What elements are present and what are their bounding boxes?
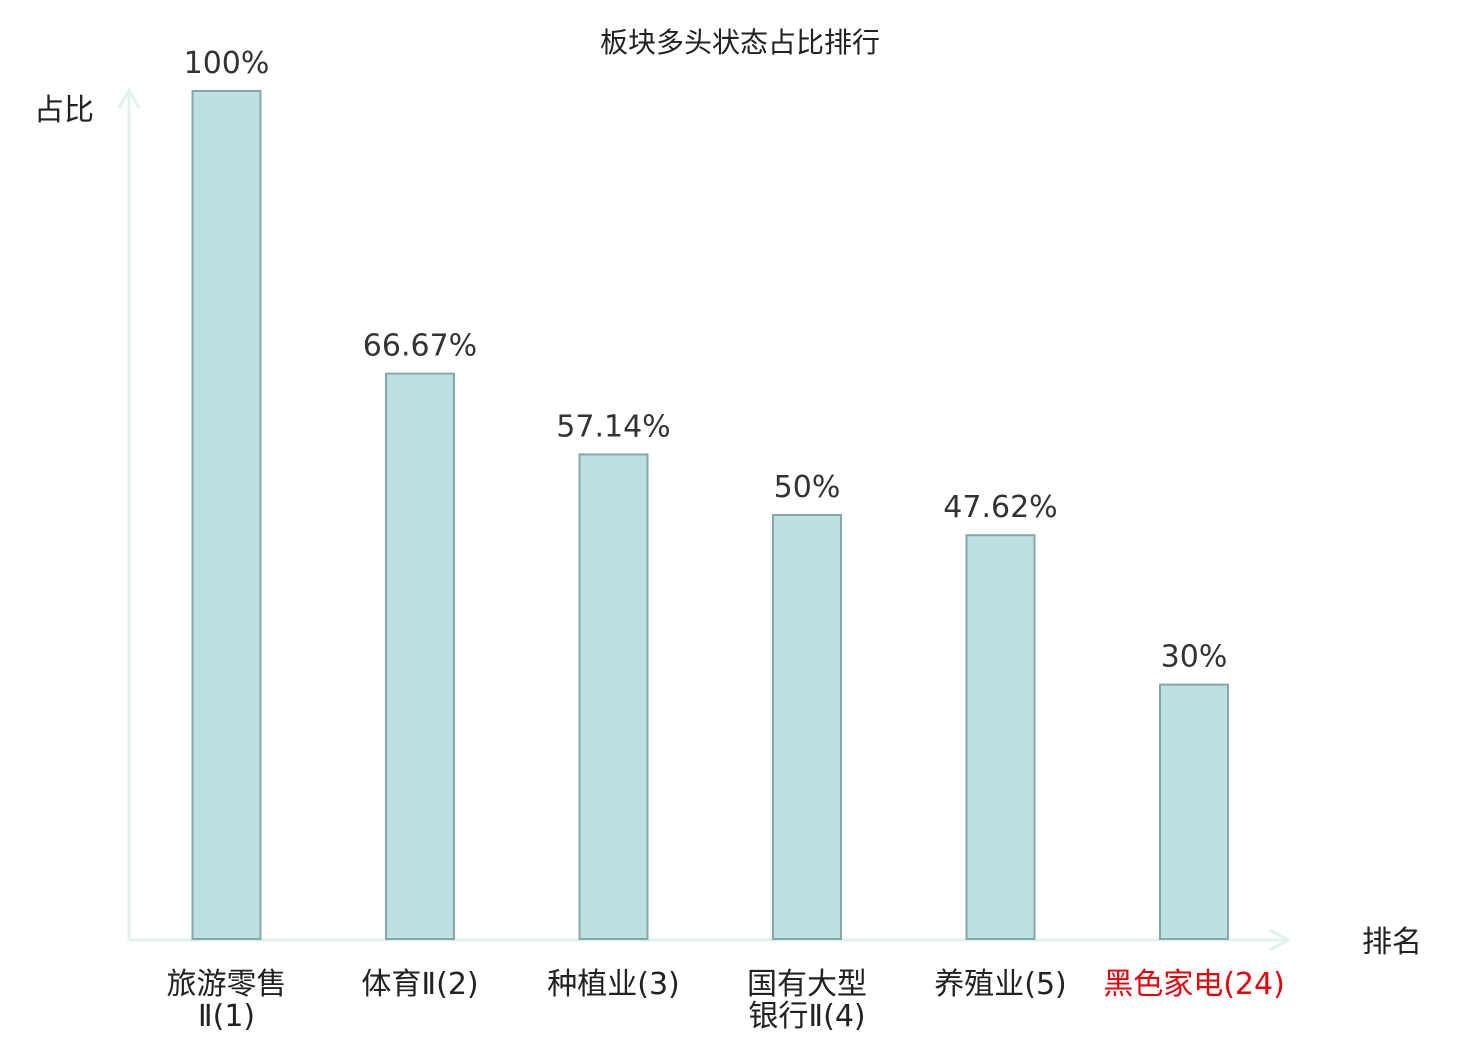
y-axis-label: 占比 xyxy=(34,93,94,128)
x-axis-arrow xyxy=(1269,928,1292,952)
bar-value-label: 30% xyxy=(1161,640,1228,675)
bar xyxy=(965,534,1036,940)
axes xyxy=(117,86,1292,952)
bar xyxy=(1159,683,1229,940)
y-axis-arrow xyxy=(117,86,141,109)
x-axis-label: 排名 xyxy=(1362,925,1422,960)
category-label: 种植业(3) xyxy=(547,967,680,1002)
category-label: Ⅱ(1) xyxy=(198,999,255,1034)
bar xyxy=(385,372,455,940)
bar xyxy=(772,514,842,940)
bars xyxy=(191,90,1229,940)
bar xyxy=(191,90,262,940)
category-label: 国有大型 xyxy=(747,967,867,1002)
bar-value-label: 50% xyxy=(774,470,841,505)
bar-value-label: 100% xyxy=(184,46,270,81)
category-label: 旅游零售 xyxy=(167,967,287,1002)
category-label: 体育Ⅱ(2) xyxy=(361,967,478,1002)
chart-title: 板块多头状态占比排行 xyxy=(600,26,880,59)
category-label: 养殖业(5) xyxy=(934,967,1067,1002)
value-labels: 100% 66.67% 57.14% 50% 47.62% 30% xyxy=(184,46,1228,675)
category-label: 银行Ⅱ(4) xyxy=(748,999,865,1034)
bar-value-label: 57.14% xyxy=(556,409,670,444)
bar xyxy=(578,453,649,940)
category-label: 黑色家电(24) xyxy=(1103,967,1285,1002)
bar-value-label: 66.67% xyxy=(363,329,477,364)
bar-value-label: 47.62% xyxy=(943,490,1057,525)
